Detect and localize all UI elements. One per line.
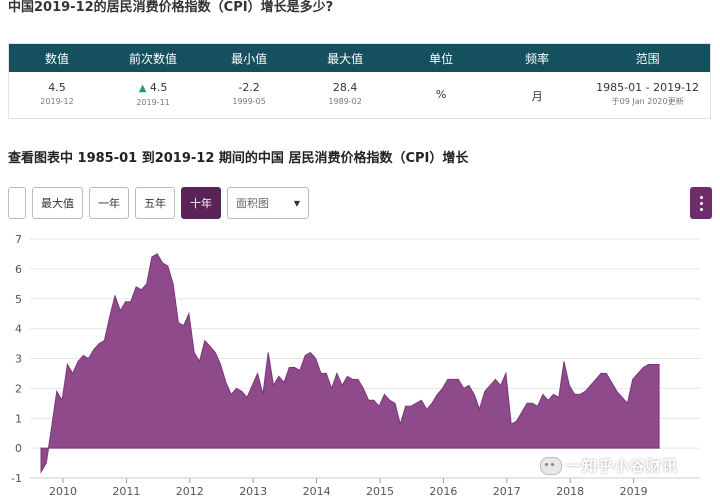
blank-button[interactable] — [8, 187, 26, 219]
frequency-value: 月 — [531, 90, 543, 103]
header-value: 数值 — [45, 51, 70, 66]
y-tick-label: 3 — [15, 353, 22, 366]
range-5y-button[interactable]: 五年 — [135, 187, 175, 219]
chart-type-select[interactable]: 面积图 ▼ — [227, 187, 309, 219]
wechat-icon — [540, 456, 562, 475]
chart-area-layer — [40, 253, 660, 474]
cpi-area-chart: -1 0 1 2 3 4 5 6 7 2010 2011 2012 2013 2014 2015 2016 20… — [11, 233, 700, 498]
watermark-text: 一知乎小谷财讯 — [566, 457, 679, 475]
previous-main: ▲ 4.5 — [105, 81, 201, 96]
y-tick-label: 4 — [15, 323, 22, 336]
stats-header-row: 数值 前次数值 最小值 最大值 单位 频率 范围 — [9, 44, 710, 72]
min-date: 1999-05 — [232, 97, 266, 106]
header-max: 最大值 — [327, 51, 364, 66]
y-tick-label: 0 — [15, 442, 22, 455]
x-tick-label: 2016 — [429, 485, 457, 498]
max-cell: 28.4 1989-02 — [297, 72, 393, 119]
max-value: 28.4 — [332, 81, 358, 94]
range-value: 1985-01 - 2019-12 — [596, 81, 700, 94]
chart-section-title: 查看图表中 1985-01 到2019-12 期间的中国 居民消费价格指数（CP… — [8, 151, 469, 166]
header-previous: 前次数值 — [129, 51, 178, 66]
range-updated: 于09 Jan 2020更新 — [611, 97, 684, 106]
stats-table: 数值 前次数值 最小值 最大值 单位 频率 范围 4.5 2019-12 ▲ 4… — [8, 43, 711, 119]
y-tick-label: 7 — [15, 233, 22, 246]
range-cell: 1985-01 - 2019-12 于09 Jan 2020更新 — [585, 72, 710, 119]
x-tick-label: 2015 — [366, 485, 394, 498]
x-tick-label: 2010 — [49, 485, 77, 498]
x-tick-label: 2012 — [176, 485, 204, 498]
previous-cell: ▲ 4.5 2019-11 — [105, 72, 201, 119]
value-main: 4.5 — [48, 81, 66, 94]
header-min: 最小值 — [231, 51, 268, 66]
header-unit: 单位 — [429, 51, 454, 66]
cpi-area-series — [40, 253, 660, 474]
value-cell: 4.5 2019-12 — [9, 72, 105, 119]
y-tick-label: -1 — [11, 472, 22, 485]
min-cell: -2.2 1999-05 — [201, 72, 297, 119]
caret-down-icon: ▼ — [293, 198, 300, 208]
frequency-cell: 月 — [489, 72, 585, 119]
max-date: 1989-02 — [328, 97, 362, 106]
x-tick-label: 2014 — [303, 485, 331, 498]
x-tick-label: 2011 — [112, 485, 140, 498]
more-menu-button[interactable] — [690, 187, 712, 219]
chart-labels: -1 0 1 2 3 4 5 6 7 2010 2011 2012 2013 2014 2015 2016 20… — [11, 233, 700, 498]
previous-value: 4.5 — [149, 81, 168, 94]
up-arrow-icon: ▲ — [138, 83, 147, 94]
x-tick-label: 2017 — [493, 485, 521, 498]
x-tick-label: 2013 — [239, 485, 267, 498]
range-10y-button[interactable]: 十年 — [181, 187, 221, 219]
y-tick-label: 2 — [15, 382, 22, 395]
unit-value: % — [435, 88, 447, 101]
min-value: -2.2 — [238, 81, 260, 94]
page-title: 中国2019-12的居民消费价格指数（CPI）增长是多少? — [8, 0, 334, 15]
y-tick-label: 6 — [15, 263, 22, 276]
chart-type-value: 面积图 — [236, 197, 269, 210]
range-1y-button[interactable]: 一年 — [89, 187, 129, 219]
y-tick-label: 5 — [15, 293, 22, 306]
more-vertical-icon — [699, 195, 703, 199]
value-date: 2019-12 — [40, 97, 74, 106]
chart-toolbar: 最大值 一年 五年 十年 面积图 ▼ — [8, 187, 309, 219]
x-tick-label: 2018 — [556, 485, 584, 498]
x-tick-label: 2019 — [620, 485, 648, 498]
range-max-button[interactable]: 最大值 — [32, 187, 83, 219]
watermark: 一知乎小谷财讯 — [540, 455, 678, 476]
header-frequency: 频率 — [525, 51, 550, 66]
header-range: 范围 — [635, 51, 660, 66]
y-tick-label: 1 — [15, 412, 22, 425]
unit-cell: % — [393, 72, 489, 119]
previous-date: 2019-11 — [136, 98, 170, 107]
stats-values-row: 4.5 2019-12 ▲ 4.5 2019-11 -2.2 1999-05 2… — [9, 72, 710, 119]
